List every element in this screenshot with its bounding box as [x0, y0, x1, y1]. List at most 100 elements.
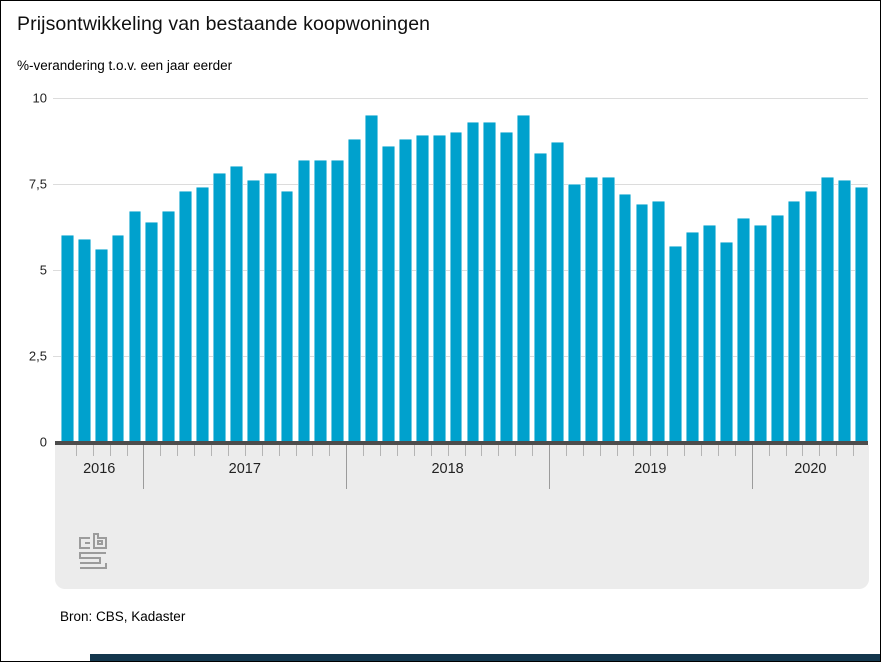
bar-2018-mrt: [382, 145, 395, 442]
year-separator: [751, 445, 753, 489]
axis-tick: [464, 445, 466, 456]
axis-tick: [498, 445, 500, 456]
bar-2018-aug: [466, 121, 480, 442]
axis-tick: [109, 445, 111, 456]
bar-2020-jan: [753, 224, 767, 442]
axis-tick: [802, 445, 804, 456]
x-axis-line: [55, 441, 868, 445]
axis-tick: [92, 445, 94, 456]
axis-tick: [295, 445, 297, 456]
bar-2016-nov: [111, 235, 125, 442]
axis-tick: [582, 445, 584, 456]
year-label-2018: 2018: [431, 461, 464, 477]
bar-2020-apr: [804, 190, 818, 442]
axis-tick: [650, 445, 652, 456]
bar-2018-okt: [500, 131, 514, 442]
bar-2016-okt: [94, 249, 108, 442]
bar-2017-jun: [229, 166, 243, 442]
axis-tick: [413, 445, 415, 456]
year-separator: [548, 445, 550, 489]
bar-2018-nov: [517, 114, 531, 442]
bar-2019-aug: [669, 245, 683, 442]
bar-2018-apr: [398, 138, 412, 442]
axis-tick: [532, 445, 534, 456]
bar-2016-aug: [61, 235, 74, 442]
bar-2019-jul: [652, 200, 666, 442]
axis-tick: [616, 445, 618, 456]
axis-tick: [278, 445, 280, 456]
axis-tick: [447, 445, 449, 456]
bar-2020-feb: [770, 214, 784, 442]
axis-tick: [785, 445, 787, 456]
bar-2018-mei: [415, 135, 429, 442]
bar-2019-dec: [736, 218, 750, 442]
axis-tick: [211, 445, 213, 456]
axis-tick: [768, 445, 770, 456]
bar-chart-plot-area: [61, 97, 868, 442]
year-label-2017: 2017: [228, 461, 261, 477]
axis-tick: [194, 445, 196, 456]
axis-tick: [363, 445, 365, 456]
bar-2018-jan: [348, 138, 362, 442]
bar-2019-sep: [686, 231, 700, 442]
axis-tick: [75, 445, 77, 456]
axis-tick: [160, 445, 162, 456]
bar-2018-dec: [534, 152, 547, 442]
axis-tick: [633, 445, 635, 456]
axis-tick: [599, 445, 601, 456]
bar-2017-dec: [331, 159, 345, 442]
axis-tick: [396, 445, 398, 456]
axis-tick: [701, 445, 703, 456]
year-label-2020: 2020: [794, 461, 827, 477]
bar-2017-okt: [297, 159, 311, 442]
axis-tick: [329, 445, 331, 456]
footer-brand-bar: [90, 654, 880, 661]
y-tick-label: 5: [39, 262, 47, 278]
axis-tick: [177, 445, 179, 456]
axis-tick: [380, 445, 381, 456]
axis-tick: [684, 445, 686, 456]
y-tick-label: 7,5: [28, 176, 47, 192]
bar-2017-aug: [263, 173, 277, 442]
cbs-logo: [79, 533, 107, 569]
bar-2017-nov: [314, 159, 328, 442]
year-separator: [143, 445, 145, 489]
axis-tick: [430, 445, 432, 456]
bar-2020-jul: [855, 187, 868, 442]
axis-tick: [126, 445, 128, 456]
bar-2018-jun: [432, 135, 446, 442]
year-separator: [346, 445, 348, 489]
year-label-2016: 2016: [83, 461, 116, 477]
chart-title: Prijsontwikkeling van bestaande koopwoni…: [17, 13, 431, 35]
bar-2019-feb: [567, 183, 581, 442]
axis-tick: [515, 445, 517, 456]
bar-2019-jan: [551, 142, 564, 442]
bar-2020-mei: [821, 176, 835, 442]
source-text: Bron: CBS, Kadaster: [60, 609, 186, 624]
bar-2016-dec: [128, 211, 142, 442]
gridline-10: [53, 97, 868, 99]
bar-2017-feb: [162, 211, 176, 442]
bar-2017-jan: [145, 221, 159, 442]
axis-tick: [244, 445, 246, 456]
axis-tick: [481, 445, 483, 456]
axis-tick: [853, 445, 855, 456]
axis-tick: [836, 445, 838, 456]
axis-tick: [819, 445, 821, 456]
chart-subtitle: %-verandering t.o.v. een jaar eerder: [17, 58, 233, 73]
bar-2017-sep: [280, 190, 294, 442]
bar-2020-mrt: [787, 200, 801, 442]
axis-tick: [261, 445, 263, 456]
axis-tick: [717, 445, 719, 456]
bar-2019-nov: [720, 242, 733, 442]
bar-2017-jul: [246, 180, 260, 442]
bar-2020-jun: [838, 180, 852, 442]
bar-2017-apr: [196, 187, 209, 442]
bar-2019-okt: [703, 224, 716, 442]
year-label-2019: 2019: [634, 461, 667, 477]
y-tick-label: 2,5: [28, 348, 47, 364]
bar-2017-mrt: [179, 190, 193, 442]
bar-2018-sep: [483, 121, 497, 442]
axis-tick: [227, 445, 229, 456]
